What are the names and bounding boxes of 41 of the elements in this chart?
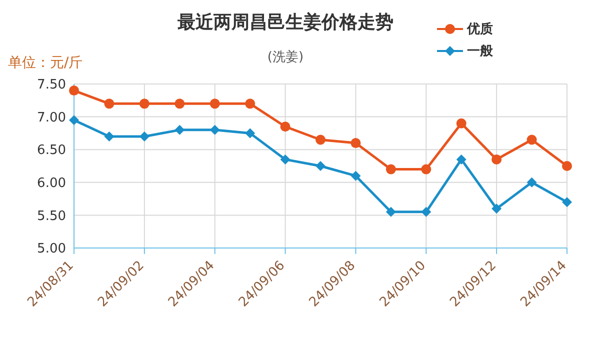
point xyxy=(174,98,185,109)
chart-title: 最近两周昌邑生姜价格走势 xyxy=(178,12,394,33)
y-tick-label: 7.50 xyxy=(37,78,66,93)
legend-label: 一般 xyxy=(467,43,493,60)
point xyxy=(210,98,220,109)
legend-label: 优质 xyxy=(467,21,493,38)
point xyxy=(456,154,466,164)
point xyxy=(350,138,361,148)
point xyxy=(316,161,326,171)
point xyxy=(69,115,79,126)
point xyxy=(456,118,466,128)
point xyxy=(526,177,537,188)
point xyxy=(421,164,432,174)
point xyxy=(386,206,396,217)
point xyxy=(492,204,502,214)
y-tick-label: 7.00 xyxy=(37,110,66,126)
y-tick-label: 5.00 xyxy=(37,242,66,257)
y-tick-label: 6.50 xyxy=(37,143,66,158)
chart-subtitle: (洗姜) xyxy=(267,50,304,65)
point xyxy=(104,131,114,142)
point xyxy=(280,154,290,164)
point xyxy=(245,128,256,138)
y-axis-title: 单位：元/斤 xyxy=(8,54,83,72)
point xyxy=(562,197,572,208)
point xyxy=(562,161,572,171)
y-tick-label: 5.50 xyxy=(37,208,66,224)
point xyxy=(139,131,150,142)
point xyxy=(421,206,432,217)
point xyxy=(316,134,326,145)
y-tick-label: 6.00 xyxy=(37,176,66,192)
point xyxy=(245,98,256,109)
point xyxy=(139,98,150,109)
point xyxy=(69,86,79,96)
point xyxy=(526,134,537,145)
point xyxy=(386,164,396,174)
point xyxy=(350,170,361,181)
point xyxy=(280,122,290,132)
point xyxy=(210,124,220,135)
point xyxy=(104,98,114,109)
point xyxy=(492,154,502,164)
point xyxy=(174,124,185,135)
